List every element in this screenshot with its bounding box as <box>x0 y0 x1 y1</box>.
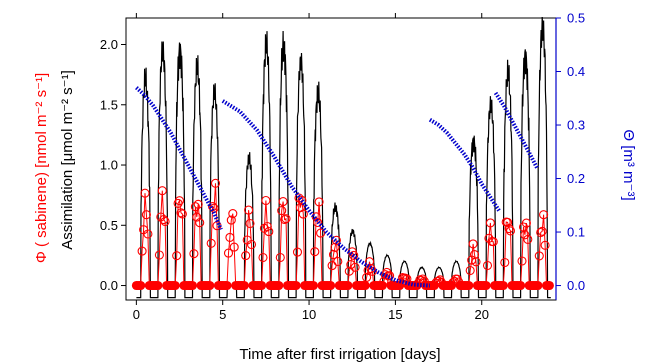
axis-ticks: 0 5 10 15 20 0.0 0.5 1.0 1.5 2.0 0.0 0.1 0.2 0.3 0.4 0.… <box>100 11 585 323</box>
x-axis-title: Time after first irrigation [days] <box>239 346 440 363</box>
sabinene-point <box>503 217 513 227</box>
sabinene-line <box>136 183 550 286</box>
theta-line <box>135 86 223 231</box>
y-right-tick-label: 0.2 <box>567 171 585 186</box>
sabinene-point <box>364 257 375 267</box>
x-tick-label: 10 <box>302 307 316 322</box>
soil-moisture-series <box>135 86 539 288</box>
y-right-tick-label: 0.1 <box>567 225 585 240</box>
assimilation-series <box>136 16 551 299</box>
sabinene-point <box>504 224 514 234</box>
sabinene-point <box>520 230 530 240</box>
x-tick-label: 20 <box>475 307 489 322</box>
y-right-tick-label: 0.5 <box>567 11 585 26</box>
y-left-tick-label: 0.5 <box>100 218 118 233</box>
y-left-tick-label: 0.0 <box>100 278 118 293</box>
sabinene-point <box>469 250 480 260</box>
y-left-tick-label: 1.5 <box>100 97 118 112</box>
y-right-tick-label: 0.3 <box>567 118 585 133</box>
x-tick-label: 15 <box>388 307 402 322</box>
x-tick-label: 0 <box>133 307 140 322</box>
sabinene-point <box>330 242 340 252</box>
sabinene-series <box>131 178 554 291</box>
sabinene-point <box>362 272 372 282</box>
y-right-tick-label: 0.0 <box>567 278 585 293</box>
y-left-tick-label: 2.0 <box>100 37 118 52</box>
sabinene-point <box>385 271 395 281</box>
y-axis-title-sabinene: Φ ( sabinene) [nmol m⁻² s⁻¹] <box>33 73 50 263</box>
y-axis-title-assimilation: Assimilation [μmol m⁻² s⁻¹] <box>59 70 76 250</box>
theta-line <box>493 91 539 169</box>
y-left-tick-label: 1.0 <box>100 158 118 173</box>
assimilation-line <box>136 16 551 299</box>
theta-line <box>221 99 431 288</box>
theta-line <box>428 117 501 212</box>
y-axis-title-theta: Θ [m³ m⁻³] <box>620 129 637 200</box>
x-tick-label: 5 <box>219 307 226 322</box>
y-right-tick-label: 0.4 <box>567 64 585 79</box>
plot-frame <box>125 17 557 301</box>
plot-border <box>125 17 557 301</box>
